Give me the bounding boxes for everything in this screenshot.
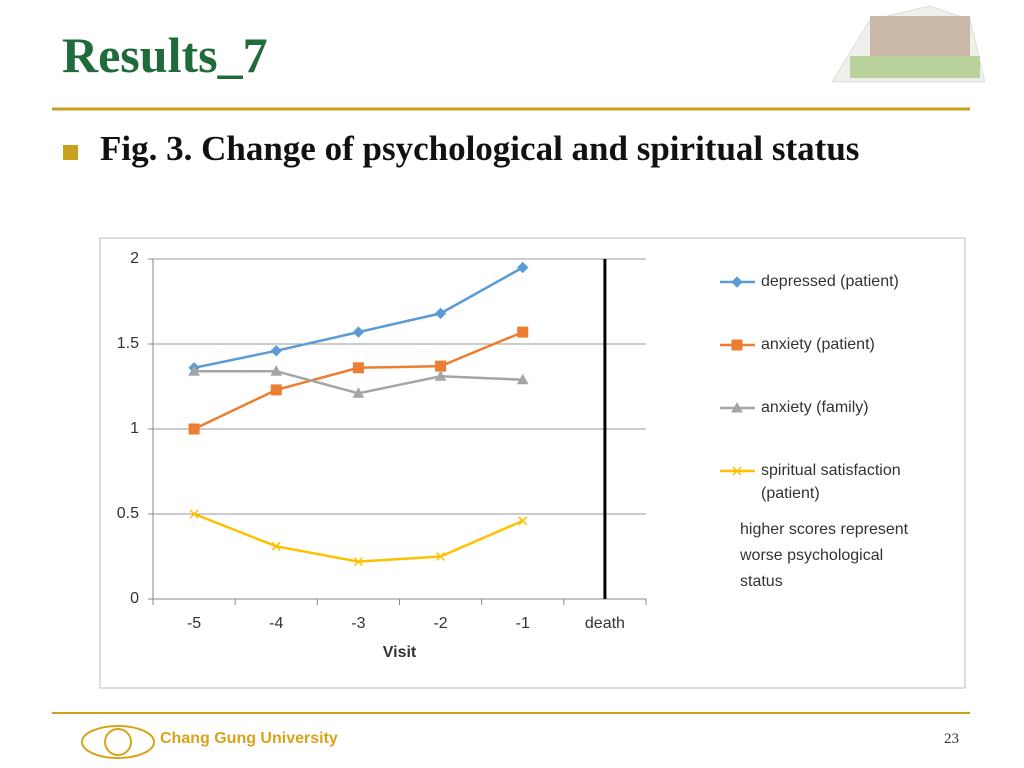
- marker: [271, 541, 281, 551]
- annotation: higher scores represent: [740, 521, 909, 538]
- x-tick-label: -5: [187, 615, 201, 632]
- legend-label-line: spiritual satisfaction: [761, 462, 901, 479]
- marker: [436, 551, 446, 562]
- bullet-text: Fig. 3. Change of psychological and spir…: [100, 129, 860, 168]
- page-number: 23: [944, 731, 959, 747]
- x-tick-label: -1: [516, 615, 530, 632]
- marker: [731, 276, 743, 288]
- marker: [434, 307, 447, 320]
- y-tick-label: 1: [130, 420, 139, 437]
- marker: [270, 365, 283, 376]
- marker: [518, 516, 528, 526]
- marker: [434, 370, 447, 381]
- marker: [517, 261, 529, 274]
- marker: [270, 345, 282, 357]
- annotation: worse psychological: [739, 547, 883, 564]
- legend-label: spiritual satisfaction (patient): [761, 462, 901, 502]
- marker: [732, 466, 742, 476]
- legend-label-line: (patient): [761, 485, 820, 502]
- marker: [188, 423, 200, 435]
- marker: [353, 557, 363, 567]
- marker: [517, 326, 529, 338]
- legend-label: anxiety (patient): [761, 336, 875, 353]
- marker: [435, 360, 447, 372]
- marker: [189, 509, 199, 519]
- x-tick-label: death: [585, 615, 625, 632]
- bullet-marker: [63, 145, 78, 160]
- legend-label: depressed (patient): [761, 273, 899, 290]
- footer-text: Chang Gung University: [160, 730, 338, 747]
- x-tick-label: -3: [351, 615, 365, 632]
- annotation: status: [740, 573, 783, 590]
- series-line: [193, 512, 524, 563]
- legend-label: anxiety (family): [761, 399, 869, 416]
- marker: [270, 384, 282, 396]
- series-line: [193, 330, 524, 431]
- y-tick-label: 2: [130, 250, 139, 267]
- x-tick-label: -2: [433, 615, 447, 632]
- slide-title: Results_7: [62, 27, 268, 83]
- marker: [352, 326, 365, 338]
- marker: [352, 387, 365, 398]
- marker: [188, 365, 200, 376]
- marker: [731, 401, 743, 413]
- x-tick-label: -4: [269, 615, 283, 632]
- x-axis-label: Visit: [383, 644, 417, 661]
- marker: [352, 362, 364, 374]
- marker: [731, 339, 743, 351]
- y-tick-label: 0: [130, 590, 139, 607]
- marker: [516, 373, 529, 385]
- y-tick-label: 1.5: [117, 335, 139, 352]
- y-tick-label: 0.5: [117, 505, 139, 522]
